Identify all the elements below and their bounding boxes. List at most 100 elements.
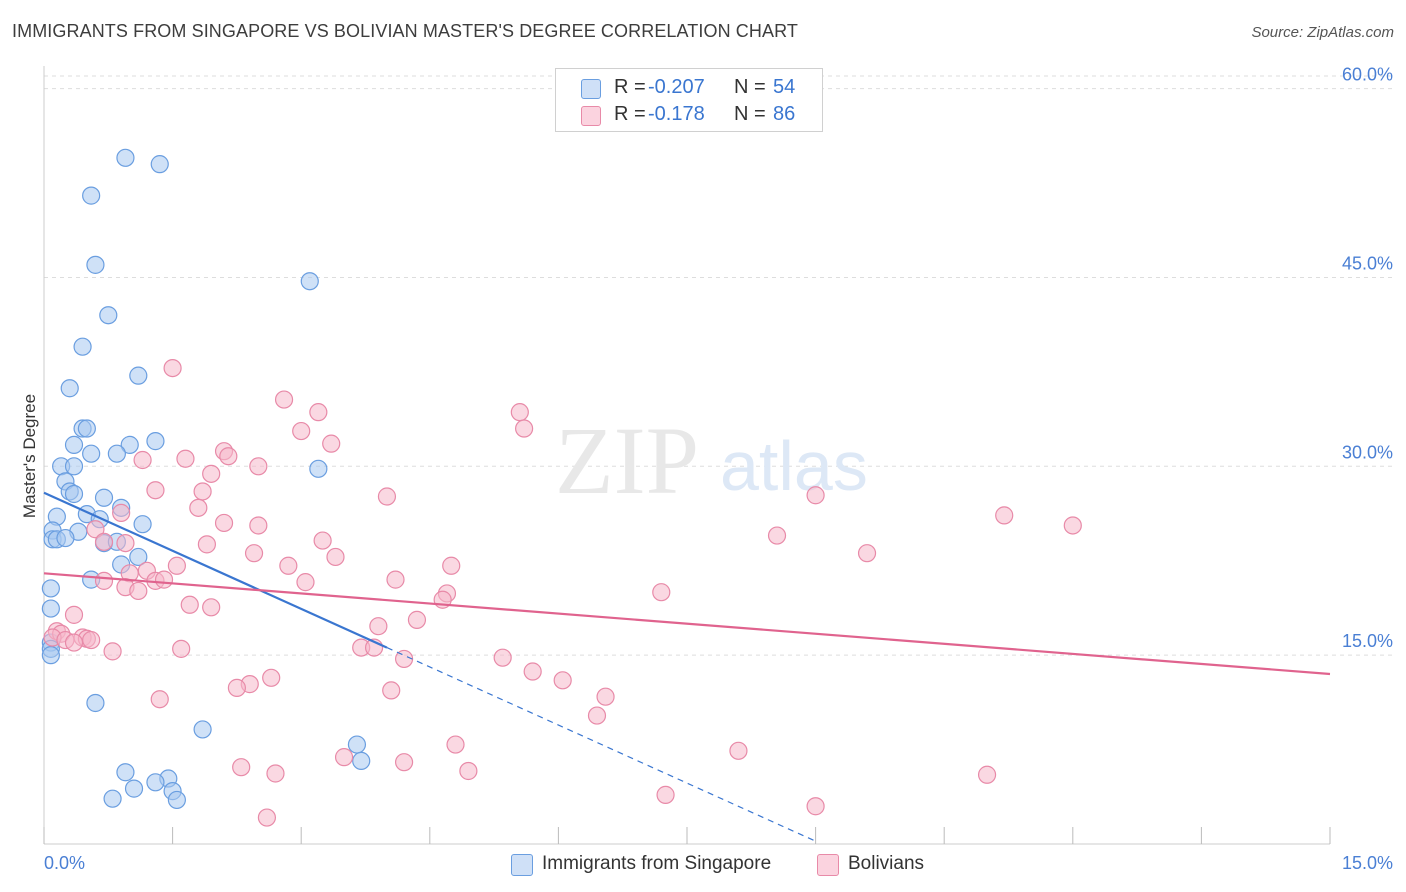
bolivian-point bbox=[493, 648, 512, 667]
bolivian-point bbox=[729, 741, 748, 760]
y-tick-label: 30.0% bbox=[1342, 442, 1393, 462]
bolivian-point bbox=[189, 498, 208, 517]
bolivian-point bbox=[377, 487, 397, 506]
x-tick-label-min: 0.0% bbox=[44, 853, 85, 873]
singapore-point bbox=[193, 720, 212, 739]
bolivian-point bbox=[767, 526, 787, 545]
bolivian-point bbox=[176, 449, 195, 468]
singapore-point bbox=[73, 337, 92, 356]
bolivian-point bbox=[806, 797, 825, 816]
bolivian-point bbox=[232, 758, 251, 777]
singapore-point bbox=[86, 693, 105, 713]
bolivian-point bbox=[296, 573, 315, 592]
singapore-point bbox=[60, 379, 79, 398]
singapore-point bbox=[300, 272, 319, 291]
y-tick-label: 15.0% bbox=[1342, 631, 1393, 651]
bolivian-point bbox=[249, 457, 268, 476]
bolivian-point bbox=[94, 571, 114, 590]
y-tick-label: 60.0% bbox=[1342, 65, 1393, 85]
data-points bbox=[41, 148, 1082, 827]
singapore-point bbox=[64, 484, 84, 504]
legend-row-singapore: R = -0.207 N = 54 bbox=[556, 74, 822, 102]
singapore-point bbox=[129, 547, 148, 567]
bolivian-point bbox=[279, 556, 298, 575]
axes: 15.0% 30.0% 45.0% 60.0% 0.0% 15.0% bbox=[43, 65, 1393, 873]
bolivian-point bbox=[334, 748, 354, 767]
bolivian-point bbox=[82, 630, 101, 650]
singapore-point bbox=[64, 435, 84, 454]
singapore-point bbox=[146, 773, 165, 792]
singapore-point bbox=[347, 735, 367, 754]
singapore-point bbox=[309, 459, 328, 478]
bolivian-point bbox=[382, 681, 401, 700]
singapore-point bbox=[77, 419, 96, 438]
bolivian-point bbox=[112, 503, 131, 522]
bolivian-point bbox=[553, 671, 572, 690]
bolivian-point bbox=[214, 513, 234, 533]
bottom-legend-label: Immigrants from Singapore bbox=[542, 853, 772, 874]
singapore-point bbox=[41, 579, 60, 598]
watermark-atlas: atlas bbox=[720, 427, 868, 505]
singapore-point bbox=[133, 515, 152, 534]
legend-n-label: N = bbox=[734, 76, 766, 98]
x-tick-label-max: 15.0% bbox=[1342, 853, 1393, 873]
legend-r-value: -0.178 bbox=[648, 103, 705, 125]
singapore-point bbox=[99, 306, 118, 325]
bolivian-point bbox=[523, 662, 542, 681]
bolivian-point bbox=[459, 761, 478, 781]
bolivian-point bbox=[292, 421, 311, 441]
y-tick-label: 45.0% bbox=[1342, 253, 1393, 273]
bottom-legend-swatch-bolivians bbox=[817, 854, 839, 876]
bottom-legend-label: Bolivians bbox=[848, 853, 925, 874]
singapore-point bbox=[352, 751, 371, 771]
bolivian-point bbox=[129, 581, 148, 601]
bolivian-point bbox=[596, 687, 615, 706]
y-axis-label: Master's Degree bbox=[20, 394, 39, 518]
bolivian-point bbox=[202, 464, 221, 483]
bolivian-point bbox=[510, 403, 529, 422]
bolivian-point bbox=[244, 544, 264, 563]
singapore-point bbox=[41, 599, 60, 618]
bolivian-point bbox=[116, 533, 135, 553]
bolivian-point bbox=[262, 668, 281, 687]
legend-n-value: 54 bbox=[773, 76, 796, 98]
bolivian-point bbox=[64, 605, 84, 624]
bolivian-point bbox=[386, 570, 405, 589]
bolivian-point bbox=[369, 617, 388, 636]
legend-n-label: N = bbox=[734, 103, 766, 125]
bolivian-point bbox=[133, 450, 152, 470]
bolivian-point bbox=[515, 419, 534, 438]
legend-n-value: 86 bbox=[773, 103, 796, 125]
singapore-point bbox=[150, 155, 169, 174]
bolivian-point bbox=[167, 556, 186, 575]
bolivian-point bbox=[257, 808, 277, 827]
singapore-point bbox=[103, 789, 122, 808]
bolivian-point bbox=[394, 753, 414, 772]
bolivian-point bbox=[249, 516, 268, 535]
legend-swatch-singapore bbox=[581, 79, 601, 99]
bolivian-point bbox=[656, 785, 675, 804]
bolivian-point bbox=[995, 506, 1014, 525]
bolivian-point bbox=[197, 535, 216, 554]
bolivian-point bbox=[163, 358, 182, 378]
bolivian-point bbox=[219, 447, 238, 466]
legend-r-label: R = bbox=[614, 103, 646, 125]
source-label: Source: ZipAtlas.com bbox=[1251, 24, 1394, 41]
bolivian-point bbox=[587, 706, 607, 725]
watermark-zip: ZIP bbox=[555, 407, 699, 514]
singapore-point bbox=[64, 457, 84, 476]
bolivian-point bbox=[202, 598, 221, 617]
bolivian-point bbox=[407, 610, 427, 629]
bolivian-point bbox=[193, 482, 212, 501]
bolivian-point bbox=[442, 556, 461, 575]
bolivian-point bbox=[1063, 516, 1082, 535]
bolivian-point bbox=[313, 531, 332, 550]
singapore-point bbox=[86, 255, 105, 274]
singapore-point bbox=[116, 148, 135, 167]
singapore-point bbox=[116, 763, 135, 782]
chart-title: IMMIGRANTS FROM SINGAPORE VS BOLIVIAN MA… bbox=[12, 21, 798, 41]
bolivian-point bbox=[154, 570, 174, 589]
legend-r-value: -0.207 bbox=[648, 76, 705, 98]
correlation-legend: R = -0.207 N = 54 R = -0.178 N = 86 bbox=[555, 68, 823, 132]
